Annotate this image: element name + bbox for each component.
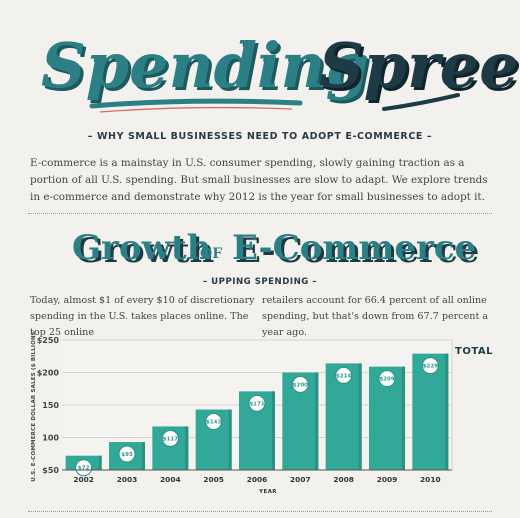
title-swash-right [382, 93, 460, 111]
title-swash-left-accent [99, 106, 293, 113]
y-tick-label: $50 [42, 466, 59, 475]
bar-edge [98, 455, 102, 470]
x-tick-label: 2006 [247, 475, 268, 484]
data-label: $171 [249, 401, 264, 407]
title-banner: Spending Spending Spree Spree [0, 6, 520, 116]
x-tick-label: 2004 [160, 475, 181, 484]
data-label: $209 [379, 377, 394, 383]
bar-edge [358, 363, 362, 470]
bar-edge [402, 366, 405, 470]
section-subtitle: – UPPING SPENDING – [202, 277, 318, 287]
bar-edge [185, 426, 189, 470]
x-tick-label: 2002 [73, 475, 94, 484]
section-text-left: Today, almost $1 of every $10 of discret… [30, 295, 255, 338]
intro-paragraph: E-commerce is a mainstay in U.S. consume… [30, 157, 488, 203]
divider-top [28, 213, 492, 214]
data-label: $214 [336, 373, 351, 379]
title-swash-left [89, 98, 303, 109]
section-title-word1-shadow: Growth [75, 231, 214, 270]
section-title-of: OF [200, 246, 222, 262]
bar-edge [315, 372, 319, 470]
title-shadow-1: Spending [44, 32, 372, 105]
title-word-1: Spending [41, 29, 369, 102]
y-axis-label: U.S. E-COMMERCE DOLLAR SALES ($ BILLIONS… [31, 330, 37, 482]
x-tick-label: 2010 [420, 475, 441, 484]
data-label-badge [205, 413, 223, 431]
title-word-2: Spree [319, 29, 519, 102]
data-label: $143 [206, 420, 221, 426]
title-graphic: Spending Spending Spree Spree [41, 29, 520, 113]
section-title-word2: E-Commerce [232, 228, 476, 268]
bar-edge [228, 409, 232, 470]
section-title-word2-shadow: E-Commerce [235, 231, 479, 270]
data-label-badge [378, 370, 396, 388]
x-tick-label: 2007 [290, 475, 311, 484]
total-label: TOTAL [455, 346, 493, 357]
y-tick-label: $200 [37, 369, 60, 378]
x-tick-label: 2003 [117, 475, 138, 484]
x-tick-label: 2005 [203, 475, 224, 484]
title-shadow-2: Spree [322, 32, 520, 105]
section-text-right: retailers account for 66.4 percent of al… [262, 295, 489, 338]
bar-edge [142, 442, 145, 470]
data-label-badge [421, 357, 439, 375]
data-label-badge [161, 429, 179, 447]
section-title-word1: Growth [72, 228, 211, 268]
page-subtitle: – WHY SMALL BUSINESSES NEED TO ADOPT E-C… [87, 131, 433, 142]
x-tick-label: 2009 [377, 475, 398, 484]
data-label: $200 [293, 383, 308, 389]
y-tick-label: 150 [42, 401, 59, 410]
section-title: Growth Growth OF E-Commerce E-Commerce [0, 220, 520, 271]
bar-chart: $50 100 150 $200 $250 $72 2002 $93 2003 $117 2004 $… [31, 330, 493, 495]
x-tick-label: 2008 [333, 475, 354, 484]
data-label-badge [291, 376, 309, 393]
data-label-badge [248, 394, 266, 412]
data-label-badge [118, 445, 136, 463]
data-label: $72 [78, 466, 90, 472]
y-tick-label: 100 [42, 434, 59, 443]
data-label: $93 [121, 452, 133, 458]
bar-edge [272, 391, 275, 470]
data-label-badge [75, 459, 93, 477]
y-tick-label: $250 [37, 336, 60, 345]
divider-bottom [28, 511, 492, 512]
bar-edge [445, 353, 449, 470]
x-axis-label: YEAR [258, 489, 277, 495]
data-label: $117 [163, 436, 178, 442]
data-label: $229 [423, 364, 438, 370]
section-title-graphic: Growth Growth OF E-Commerce E-Commerce [72, 228, 479, 271]
data-label-badge [335, 366, 353, 384]
